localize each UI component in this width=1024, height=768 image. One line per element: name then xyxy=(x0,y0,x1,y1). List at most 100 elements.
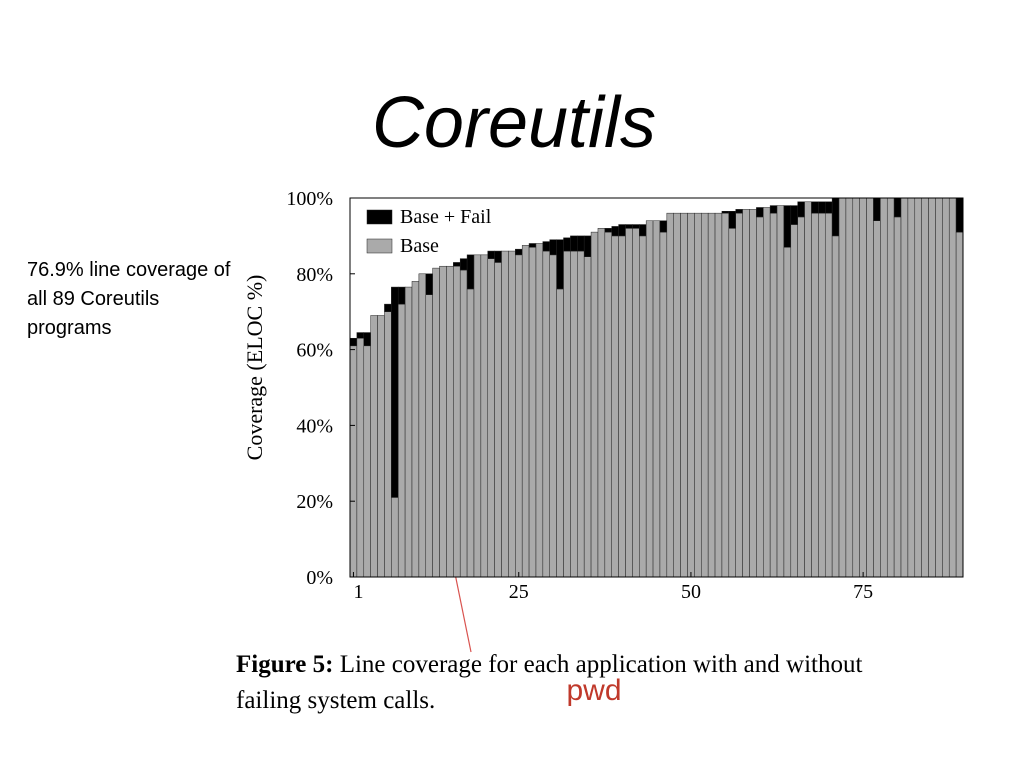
y-tick-label: 100% xyxy=(286,188,333,210)
y-tick-label: 20% xyxy=(296,491,333,513)
bar-segment xyxy=(625,224,633,229)
bar-segment xyxy=(528,247,537,578)
bar-segment xyxy=(487,258,495,578)
x-tick-label: 1 xyxy=(353,581,363,603)
bar-segment xyxy=(652,220,661,578)
bar-segment xyxy=(955,231,964,578)
bar-segment xyxy=(425,294,433,578)
x-tick-label: 75 xyxy=(853,581,873,603)
bar-segment xyxy=(845,197,854,578)
bar-segment xyxy=(515,254,523,578)
legend-label: Base xyxy=(400,235,439,257)
bar-segment xyxy=(384,303,392,312)
bar-segment xyxy=(804,201,812,578)
x-tick-label: 25 xyxy=(509,581,529,603)
bar-segment xyxy=(948,197,957,578)
bar-segment xyxy=(783,247,792,578)
bar-segment xyxy=(921,197,929,578)
bar-segment xyxy=(831,197,840,237)
bar-segment xyxy=(721,212,730,578)
bar-segment xyxy=(955,197,964,233)
bar-segment xyxy=(370,315,378,578)
bar-segment xyxy=(459,269,468,578)
bar-segment xyxy=(907,197,916,578)
bar-segment xyxy=(535,243,544,578)
bar-segment xyxy=(521,245,530,578)
y-tick-label: 80% xyxy=(296,264,333,286)
bar-segment xyxy=(439,265,447,578)
bar-segment xyxy=(563,250,571,578)
bar-segment xyxy=(721,211,730,214)
bar-segment xyxy=(866,197,874,578)
bar-segment xyxy=(645,220,654,578)
bar-segment xyxy=(694,212,702,578)
bar-segment xyxy=(893,216,902,578)
bar-segment xyxy=(659,231,668,578)
bar-segment xyxy=(893,197,902,218)
bar-segment xyxy=(397,286,406,305)
caption-line: failing system calls. xyxy=(236,687,435,714)
bar-segment xyxy=(818,212,826,578)
bar-segment xyxy=(797,201,805,218)
bar-segment xyxy=(611,226,619,237)
bar-segment xyxy=(404,286,413,578)
bar-segment xyxy=(811,201,819,214)
bar-segment xyxy=(859,197,867,578)
bar-segment xyxy=(577,235,585,252)
bar-segment xyxy=(687,212,695,578)
bar-segment xyxy=(473,254,482,578)
bar-segment xyxy=(831,235,840,578)
bar-segment xyxy=(556,288,564,578)
bar-segment xyxy=(391,497,399,578)
bar-segment xyxy=(356,332,365,339)
bar-segment xyxy=(549,239,557,256)
caption-line: Line coverage for each application with … xyxy=(333,651,862,678)
bar-segment xyxy=(542,250,550,578)
bar-segment xyxy=(873,220,881,578)
bar-segment xyxy=(590,231,599,578)
bar-segment xyxy=(384,311,392,578)
bar-segment xyxy=(735,209,743,214)
bar-segment xyxy=(528,243,537,248)
bar-segment xyxy=(453,265,461,578)
bar-segment xyxy=(818,201,826,214)
bar-segment xyxy=(625,228,633,578)
bar-segment xyxy=(797,216,805,578)
bar-segment xyxy=(783,205,792,248)
bar-segment xyxy=(824,212,833,578)
y-axis-label: Coverage (ELOC %) xyxy=(242,275,267,461)
bar-segment xyxy=(583,256,592,578)
bar-segment xyxy=(411,281,420,578)
y-tick-label: 60% xyxy=(296,340,333,362)
caption-label: Figure 5: xyxy=(236,651,333,678)
bar-segment xyxy=(880,197,888,578)
x-tick-label: 50 xyxy=(681,581,701,603)
slide-title: Coreutils xyxy=(372,83,656,163)
bar-segment xyxy=(480,254,489,578)
bar-segment xyxy=(639,235,647,578)
bar-segment xyxy=(900,197,909,578)
bar-segment xyxy=(811,212,819,578)
legend-label: Base + Fail xyxy=(400,206,492,228)
bar-segment xyxy=(707,212,716,578)
bar-segment xyxy=(935,197,943,578)
bar-segment xyxy=(680,212,688,578)
bar-segment xyxy=(742,209,750,578)
bar-segment xyxy=(701,212,709,578)
bar-segment xyxy=(487,250,495,259)
bar-segment xyxy=(852,197,860,578)
bar-segment xyxy=(349,337,358,347)
bar-segment xyxy=(453,262,461,267)
bar-segment xyxy=(666,212,674,578)
bar-segment xyxy=(349,345,358,578)
bar-segment xyxy=(673,212,681,578)
bar-segment xyxy=(618,235,626,578)
bar-segment xyxy=(459,258,468,271)
side-note: all 89 Coreutils xyxy=(27,288,159,310)
bar-segment xyxy=(570,235,578,252)
bar-segment xyxy=(838,197,847,578)
bar-segment xyxy=(618,224,626,237)
bar-segment xyxy=(494,250,502,263)
